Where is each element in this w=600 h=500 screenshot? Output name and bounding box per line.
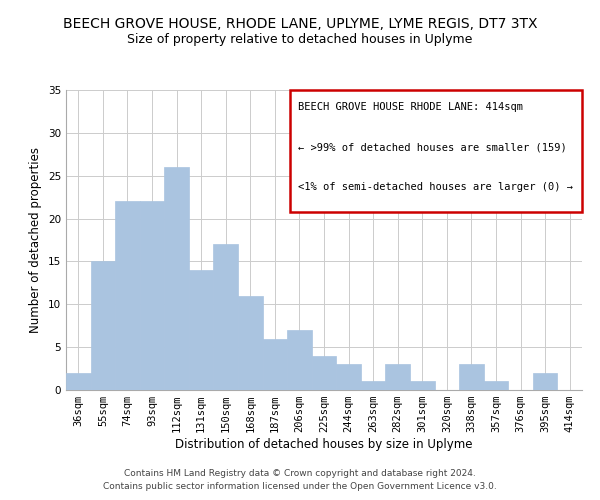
Bar — [361, 382, 385, 390]
Bar — [214, 244, 238, 390]
Text: ← >99% of detached houses are smaller (159): ← >99% of detached houses are smaller (1… — [298, 142, 567, 152]
Text: Contains HM Land Registry data © Crown copyright and database right 2024.: Contains HM Land Registry data © Crown c… — [124, 468, 476, 477]
Y-axis label: Number of detached properties: Number of detached properties — [29, 147, 43, 333]
Bar — [287, 330, 312, 390]
Bar — [238, 296, 263, 390]
Bar — [189, 270, 214, 390]
X-axis label: Distribution of detached houses by size in Uplyme: Distribution of detached houses by size … — [175, 438, 473, 451]
Text: <1% of semi-detached houses are larger (0) →: <1% of semi-detached houses are larger (… — [298, 182, 573, 192]
Bar — [484, 382, 508, 390]
Bar — [140, 202, 164, 390]
Bar — [164, 167, 189, 390]
FancyBboxPatch shape — [290, 90, 582, 212]
Bar — [263, 338, 287, 390]
Bar — [66, 373, 91, 390]
Bar — [115, 202, 140, 390]
Text: BEECH GROVE HOUSE RHODE LANE: 414sqm: BEECH GROVE HOUSE RHODE LANE: 414sqm — [298, 102, 523, 112]
Bar — [459, 364, 484, 390]
Bar — [410, 382, 434, 390]
Bar — [533, 373, 557, 390]
Bar — [91, 262, 115, 390]
Bar — [385, 364, 410, 390]
Bar — [336, 364, 361, 390]
Text: Contains public sector information licensed under the Open Government Licence v3: Contains public sector information licen… — [103, 482, 497, 491]
Text: BEECH GROVE HOUSE, RHODE LANE, UPLYME, LYME REGIS, DT7 3TX: BEECH GROVE HOUSE, RHODE LANE, UPLYME, L… — [63, 18, 537, 32]
Bar — [312, 356, 336, 390]
Text: Size of property relative to detached houses in Uplyme: Size of property relative to detached ho… — [127, 32, 473, 46]
